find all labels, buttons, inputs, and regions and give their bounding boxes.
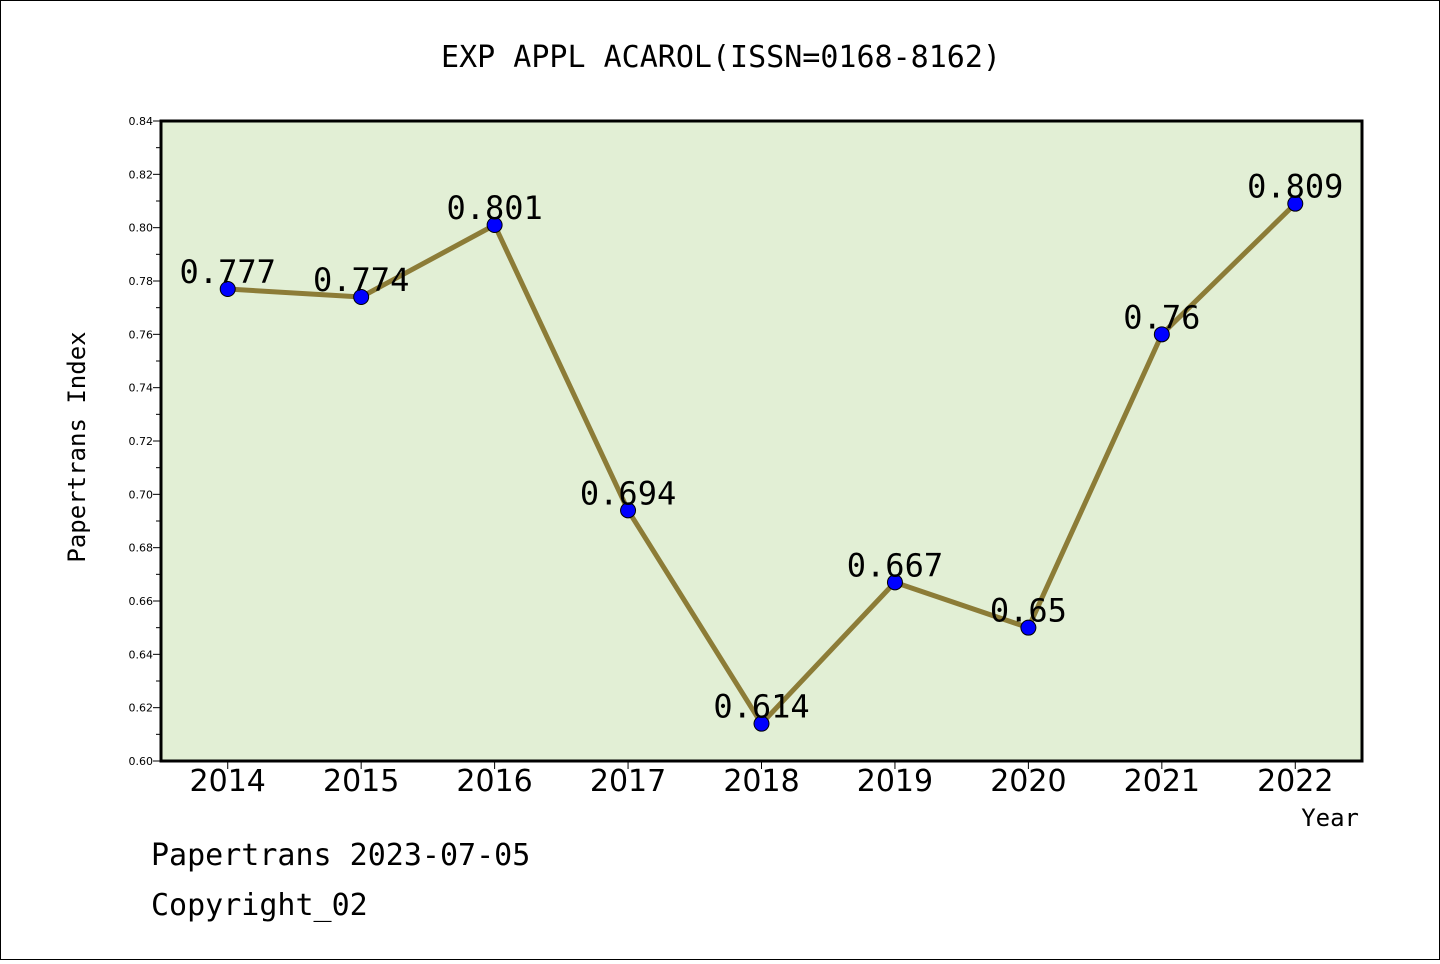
data-point <box>219 281 236 297</box>
y-tick-label: 0.60 <box>129 755 154 768</box>
y-tick-label: 0.80 <box>129 222 154 235</box>
data-label: 0.76 <box>1123 298 1200 336</box>
data-label: 0.774 <box>313 261 409 299</box>
data-label: 0.694 <box>580 474 676 512</box>
y-tick-label: 0.70 <box>129 488 154 501</box>
footer-copyright: Copyright_02 <box>151 888 368 923</box>
y-tick-label: 0.62 <box>129 702 154 715</box>
y-axis-label: Papertrans Index <box>63 331 91 562</box>
chart-title: EXP APPL ACAROL(ISSN=0168-8162) <box>441 40 1001 75</box>
y-tick-label: 0.68 <box>129 542 154 555</box>
x-axis: 2014 2015 2016 2017 2018 2019 2020 2021 2022 <box>190 761 1333 799</box>
data-point <box>1020 619 1037 636</box>
y-tick-label: 0.64 <box>129 648 154 661</box>
y-tick-label: 0.82 <box>129 168 154 181</box>
data-label: 0.65 <box>990 592 1067 630</box>
data-point <box>1153 326 1170 343</box>
data-label: 0.801 <box>446 189 542 227</box>
x-tick-label: 2017 <box>590 764 666 799</box>
data-point <box>1287 195 1304 212</box>
x-tick-label: 2022 <box>1257 764 1333 799</box>
data-point <box>353 289 370 305</box>
x-axis-label: Year <box>1301 804 1359 832</box>
x-tick-label: 2015 <box>323 764 399 799</box>
footer-date: Papertrans 2023-07-05 <box>151 838 530 873</box>
y-tick-label: 0.78 <box>129 275 154 288</box>
y-tick-label: 0.76 <box>129 328 154 341</box>
data-labels: 0.777 0.774 0.801 0.694 0.614 0.667 0.65 0.76 0.… <box>180 168 1344 726</box>
data-label: 0.614 <box>713 688 809 726</box>
series-group <box>219 195 1304 732</box>
plot-area <box>159 119 1364 763</box>
x-tick-label: 2019 <box>857 764 933 799</box>
data-point <box>486 217 503 233</box>
x-tick-label: 2014 <box>190 764 266 799</box>
x-tick-label: 2018 <box>723 764 799 799</box>
y-tick-label: 0.74 <box>129 382 154 395</box>
data-point <box>620 502 637 519</box>
data-label: 0.667 <box>847 546 943 584</box>
y-axis: 0.60 0.62 0.64 0.66 0.68 0.70 0.72 0.74 0.76 0.78… <box>129 115 161 768</box>
data-label: 0.809 <box>1247 168 1343 206</box>
data-point <box>886 574 903 591</box>
y-tick-label: 0.66 <box>129 595 154 608</box>
data-label: 0.777 <box>180 253 276 291</box>
data-point <box>753 715 770 732</box>
y-tick-label: 0.72 <box>129 435 154 448</box>
x-tick-label: 2021 <box>1124 764 1200 799</box>
x-tick-label: 2016 <box>456 764 532 799</box>
y-tick-label: 0.84 <box>129 115 154 128</box>
x-tick-label: 2020 <box>990 764 1066 799</box>
